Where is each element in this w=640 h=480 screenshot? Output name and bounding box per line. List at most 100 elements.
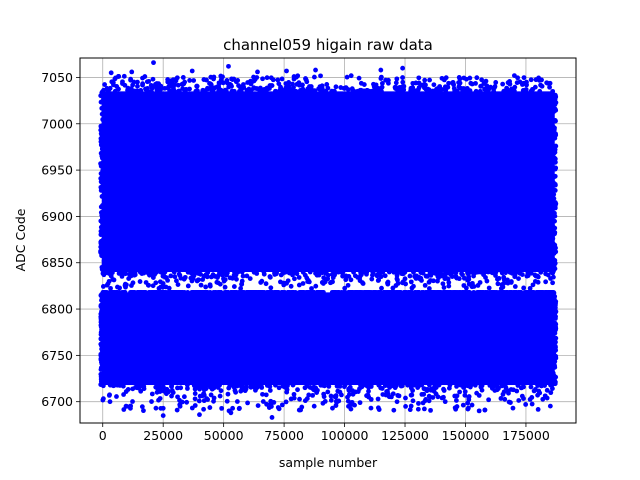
data-point [535, 392, 541, 398]
data-point [423, 86, 429, 92]
y-tick-label: 6750 [41, 348, 73, 363]
data-point [226, 81, 232, 87]
data-point [296, 282, 302, 288]
data-point [412, 88, 418, 94]
data-point [390, 391, 396, 397]
data-point [549, 303, 555, 308]
data-point [248, 78, 253, 84]
data-point [264, 401, 269, 407]
data-point [222, 289, 228, 295]
data-point [455, 289, 461, 295]
data-point [551, 92, 556, 98]
data-point [461, 385, 466, 390]
data-point [101, 188, 107, 194]
data-point [551, 187, 557, 193]
data-point [192, 391, 198, 396]
data-point [510, 387, 516, 393]
data-point [203, 284, 209, 290]
data-point [351, 269, 356, 275]
data-point [478, 83, 484, 89]
data-point [101, 178, 107, 183]
data-point [291, 395, 297, 401]
data-point [115, 382, 121, 388]
data-point [239, 289, 245, 295]
data-point [487, 86, 492, 92]
data-point [308, 88, 314, 94]
data-point [343, 273, 349, 279]
data-point [475, 269, 481, 275]
data-point [468, 382, 474, 388]
data-point [410, 398, 416, 404]
data-point [512, 284, 518, 289]
data-point [239, 281, 245, 287]
data-point [300, 281, 306, 286]
data-point [185, 283, 191, 289]
data-point [98, 367, 104, 373]
data-point [351, 88, 357, 94]
data-point [255, 383, 261, 389]
data-point [421, 406, 427, 412]
data-point [462, 389, 468, 395]
data-point [290, 81, 295, 87]
data-point [130, 399, 135, 404]
data-point [523, 402, 529, 407]
data-point [304, 396, 310, 401]
data-point [348, 73, 354, 79]
data-point [333, 403, 339, 408]
data-point [249, 382, 254, 388]
data-point [234, 276, 239, 282]
data-point [211, 76, 216, 82]
data-point [446, 385, 452, 391]
data-point [101, 329, 106, 334]
data-point [533, 387, 538, 392]
data-point [382, 273, 388, 279]
data-point [538, 269, 544, 275]
data-point [211, 398, 216, 404]
data-point [100, 153, 106, 159]
data-point [506, 390, 511, 396]
data-point [231, 284, 237, 289]
data-point [286, 80, 292, 85]
data-point [233, 272, 239, 278]
data-point [214, 84, 220, 90]
data-point [295, 73, 301, 79]
data-point [344, 74, 350, 80]
data-point [551, 174, 557, 180]
data-point [527, 396, 533, 402]
data-point [269, 289, 274, 295]
data-point [410, 85, 416, 90]
data-point [475, 283, 481, 288]
data-point [129, 283, 134, 288]
data-point [316, 86, 322, 92]
data-point [427, 77, 432, 83]
data-point [426, 393, 432, 399]
x-tick-label: 50000 [204, 428, 244, 443]
data-point [262, 88, 267, 94]
outlier-point [482, 407, 488, 413]
data-point [216, 289, 222, 295]
y-tick-label: 6850 [41, 255, 73, 270]
outlier-point [189, 68, 195, 74]
data-point [421, 386, 427, 392]
data-point [510, 405, 516, 411]
data-point [120, 79, 125, 85]
data-point [111, 289, 117, 295]
data-point [154, 85, 160, 91]
data-point [261, 289, 267, 295]
data-point [276, 289, 282, 295]
data-point [479, 383, 485, 389]
outlier-point [197, 412, 202, 418]
data-point [428, 271, 434, 277]
data-point [466, 276, 472, 282]
data-point [247, 276, 253, 281]
data-point [540, 289, 546, 295]
data-point [471, 273, 476, 279]
data-point [197, 386, 203, 392]
data-point [416, 289, 422, 295]
data-point [418, 275, 424, 281]
data-point [519, 393, 525, 399]
data-point [552, 149, 558, 155]
data-point [100, 308, 105, 314]
x-tick-label: 75000 [264, 428, 304, 443]
data-point [102, 299, 108, 304]
